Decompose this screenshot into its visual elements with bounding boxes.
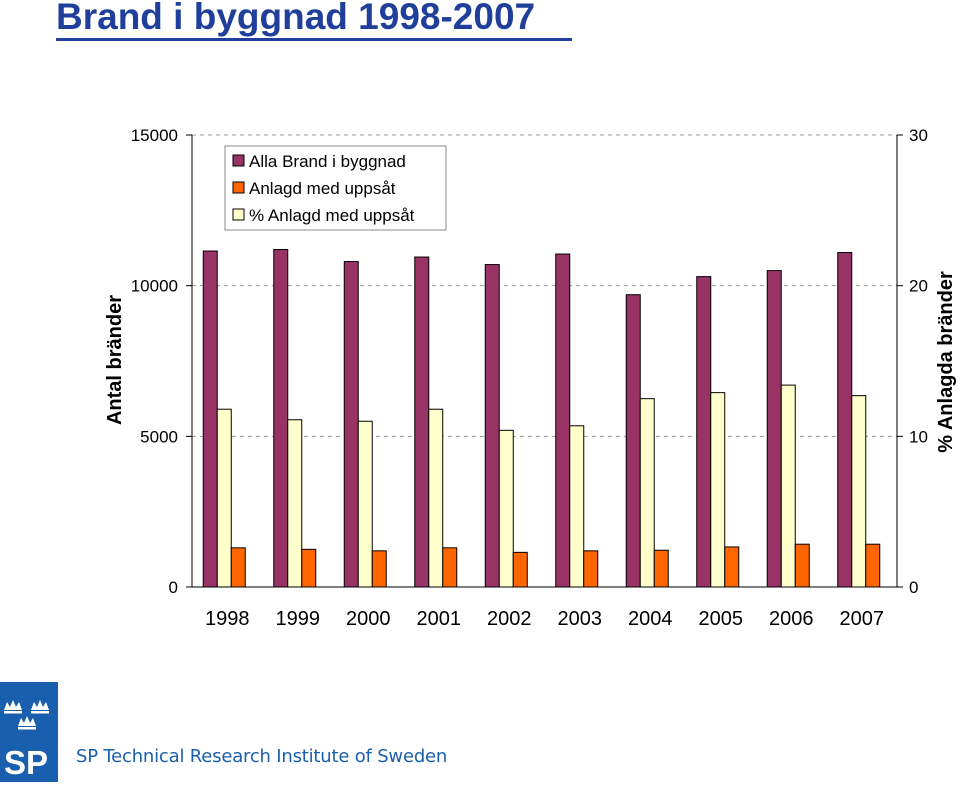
bar-pct-anlagd-2001 [428,408,444,588]
y2-tick-label: 20 [909,277,928,296]
bar-anlagd-2007 [865,543,881,588]
legend-swatch [232,181,245,194]
bar-anlagd-2003 [583,550,599,588]
three-crowns-icon: SP [4,700,49,781]
bar-pct-anlagd-2004 [639,398,655,588]
y-tick-label: 15000 [131,126,178,145]
y-tick-label: 10000 [131,277,178,296]
bar-pct-anlagd-2005 [710,392,726,588]
bar-pct-anlagd-2000 [357,420,373,588]
y2-tick-label: 0 [909,578,918,597]
bar-anlagd-2000 [371,550,387,588]
x-tick-label: 2000 [346,608,391,630]
sp-logo: SP [0,682,58,782]
y2-tick-label: 10 [909,427,928,446]
y2-tick-label: 30 [909,126,928,145]
legend-box [224,145,447,231]
bar-alla-brand-2006 [766,270,782,588]
bar-anlagd-1998 [230,547,246,588]
bar-anlagd-2001 [442,547,458,588]
bar-anlagd-2006 [794,543,810,588]
x-tick-label: 2003 [558,608,603,630]
x-tick-label: 2002 [487,608,532,630]
org-name: SP Technical Research Institute of Swede… [76,746,448,767]
y-axis-title: Antal bränder [104,295,126,425]
x-tick-label: 2001 [417,608,462,630]
x-tick-label: 2006 [769,608,814,630]
y-tick-label: 5000 [140,427,178,446]
legend-swatch [232,154,245,167]
y2-axis-title: % Anlagda bränder [935,271,957,453]
bar-alla-brand-2005 [696,276,712,588]
legend-label: % Anlagd med uppsåt [249,206,415,225]
logo-text: SP [4,744,48,781]
bar-anlagd-2002 [512,551,528,588]
bar-pct-anlagd-2006 [780,384,796,588]
footer-brand: SP SP Technical Research Institute of Sw… [0,682,470,782]
legend-label: Anlagd med uppsåt [249,179,396,198]
bar-anlagd-1999 [301,548,317,588]
bar-alla-brand-2003 [555,253,571,588]
bar-alla-brand-2007 [837,252,853,588]
bar-pct-anlagd-1999 [287,419,303,588]
x-tick-label: 1998 [205,608,250,630]
title-underline [56,38,572,41]
legend-swatch [232,208,245,221]
x-tick-label: 2005 [699,608,744,630]
bar-alla-brand-2004 [625,294,641,588]
bar-alla-brand-2000 [343,261,359,588]
bar-chart: 0 5000 10000 15000 0 10 20 30 1998 1999 2000 2001 20… [104,126,957,630]
legend-label: Alla Brand i byggnad [249,152,406,171]
bar-pct-anlagd-2003 [569,425,585,588]
x-tick-label: 2007 [840,608,885,630]
x-tick-label: 2004 [628,608,673,630]
bar-alla-brand-1998 [202,250,218,588]
y-tick-label: 0 [169,578,178,597]
bar-pct-anlagd-2002 [498,429,514,588]
x-tick-label: 1999 [276,608,321,630]
bar-alla-brand-1999 [273,249,289,588]
bar-anlagd-2005 [724,546,740,588]
bar-pct-anlagd-2007 [851,395,867,588]
bar-alla-brand-2002 [484,264,500,588]
bar-pct-anlagd-1998 [216,408,232,588]
bar-alla-brand-2001 [414,256,430,588]
bar-anlagd-2004 [653,549,669,588]
slide-title: Brand i byggnad 1998-2007 [56,0,536,37]
